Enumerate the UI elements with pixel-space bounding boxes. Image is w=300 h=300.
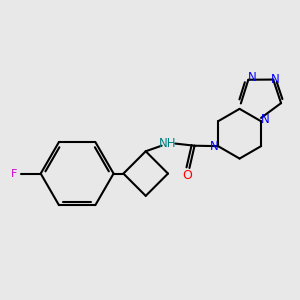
Text: N: N [209,140,218,153]
Text: N: N [271,73,280,86]
Text: N: N [248,71,256,84]
Text: NH: NH [159,137,177,150]
Text: F: F [11,169,17,178]
Text: O: O [182,169,192,182]
Text: N: N [261,112,270,126]
